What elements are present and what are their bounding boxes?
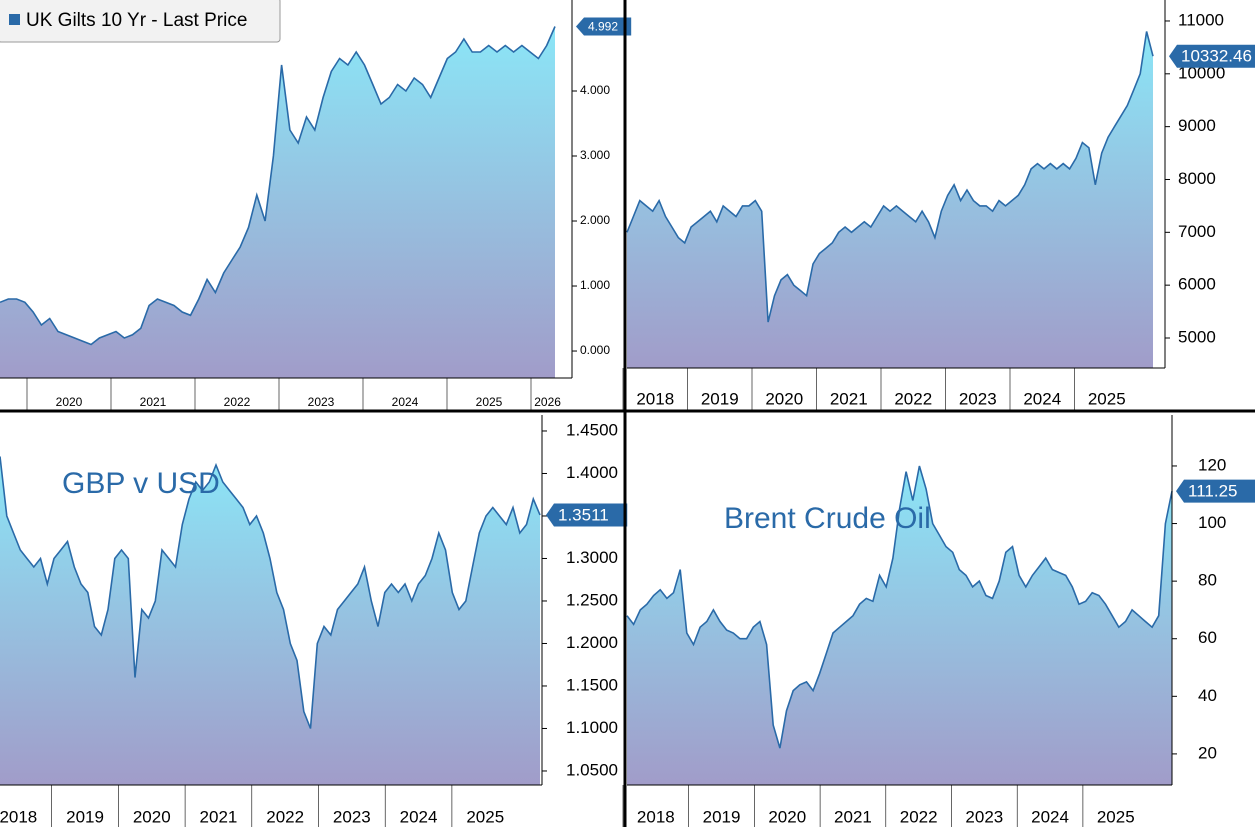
last-price-tag <box>546 503 628 527</box>
y-tick-label: 80 <box>1198 571 1217 590</box>
x-tick-label: 2020 <box>765 389 803 408</box>
x-tick-label: 2019 <box>703 807 741 826</box>
x-tick-label: 2024 <box>400 807 438 826</box>
last-price-tag <box>1169 44 1255 68</box>
x-tick-label: 2026 <box>534 395 561 409</box>
last-price-label: 10332.46 <box>1181 47 1252 66</box>
y-tick-label: 1.1000 <box>566 718 618 737</box>
y-tick-label: 1.4000 <box>566 463 618 482</box>
x-tick-label: 2023 <box>959 389 997 408</box>
x-tick-label: 2020 <box>768 807 806 826</box>
x-tick-label: 2025 <box>476 395 503 409</box>
y-tick-label: 10000 <box>1178 63 1225 82</box>
x-tick-label: 2022 <box>900 807 938 826</box>
x-tick-label: 2025 <box>466 807 504 826</box>
x-tick-label: 2018 <box>637 807 675 826</box>
x-tick-label: 2021 <box>834 807 872 826</box>
last-price-label: 1.3511 <box>558 506 609 525</box>
y-tick-label: 0.000 <box>580 343 610 357</box>
legend-swatch <box>9 14 20 25</box>
x-tick-label: 2024 <box>1023 389 1061 408</box>
x-tick-label: 2018 <box>0 807 37 826</box>
y-tick-label: 2.000 <box>580 213 610 227</box>
annotation: Brent Crude Oil <box>724 502 931 535</box>
annotation: GBP v USD <box>62 467 220 500</box>
x-tick-label: 2025 <box>1097 807 1135 826</box>
x-tick-label: 2023 <box>333 807 371 826</box>
x-tick-label: 2021 <box>830 389 868 408</box>
x-tick-label: 2019 <box>701 389 739 408</box>
y-tick-label: 7000 <box>1178 222 1216 241</box>
y-tick-label: 8000 <box>1178 169 1216 188</box>
x-tick-label: 2021 <box>200 807 238 826</box>
y-tick-label: 11000 <box>1178 10 1224 29</box>
last-price-label: 4.992 <box>588 20 618 34</box>
y-tick-label: 1.1500 <box>566 675 618 694</box>
y-tick-label: 20 <box>1198 743 1217 762</box>
legend-label: UK Gilts 10 Yr - Last Price <box>26 10 247 31</box>
x-tick-label: 2024 <box>392 395 419 409</box>
last-price-tag <box>1176 479 1255 503</box>
price-line <box>0 456 541 729</box>
y-tick-label: 9000 <box>1178 116 1216 135</box>
y-tick-label: 6000 <box>1178 275 1216 294</box>
x-tick-label: 2020 <box>56 395 83 409</box>
legend-box <box>0 0 281 43</box>
y-tick-label: 3.000 <box>580 148 610 162</box>
last-price-tag <box>576 17 632 36</box>
y-tick-label: 1.2500 <box>566 590 618 609</box>
price-line <box>626 465 1173 749</box>
x-tick-label: 2021 <box>140 395 167 409</box>
last-price-label: 111.25 <box>1188 482 1237 501</box>
area-fill <box>0 26 555 378</box>
x-tick-label: 2020 <box>133 807 171 826</box>
y-tick-label: 100 <box>1198 513 1226 532</box>
y-tick-label: 40 <box>1198 686 1217 705</box>
area-fill <box>0 456 540 785</box>
y-tick-label: 1.0500 <box>566 760 618 779</box>
y-tick-label: 120 <box>1198 455 1226 474</box>
x-tick-label: 2023 <box>965 807 1003 826</box>
x-tick-label: 2018 <box>636 389 674 408</box>
x-tick-label: 2022 <box>894 389 932 408</box>
y-tick-label: 4.000 <box>580 83 610 97</box>
x-tick-label: 2019 <box>66 807 104 826</box>
price-line <box>626 31 1154 323</box>
x-tick-label: 2022 <box>224 395 251 409</box>
x-tick-label: 2025 <box>1088 389 1126 408</box>
y-tick-label: 1.2000 <box>566 633 618 652</box>
x-tick-label: 2023 <box>308 395 335 409</box>
area-fill <box>627 466 1172 785</box>
price-line <box>0 26 556 346</box>
y-tick-label: 1.3000 <box>566 548 618 567</box>
x-tick-label: 2022 <box>266 807 304 826</box>
y-tick-label: 1.4500 <box>566 420 618 439</box>
area-fill <box>627 31 1153 368</box>
x-tick-label: 2024 <box>1031 807 1069 826</box>
y-tick-label: 5000 <box>1178 327 1216 346</box>
y-tick-label: 1.000 <box>580 278 610 292</box>
y-tick-label: 60 <box>1198 628 1217 647</box>
